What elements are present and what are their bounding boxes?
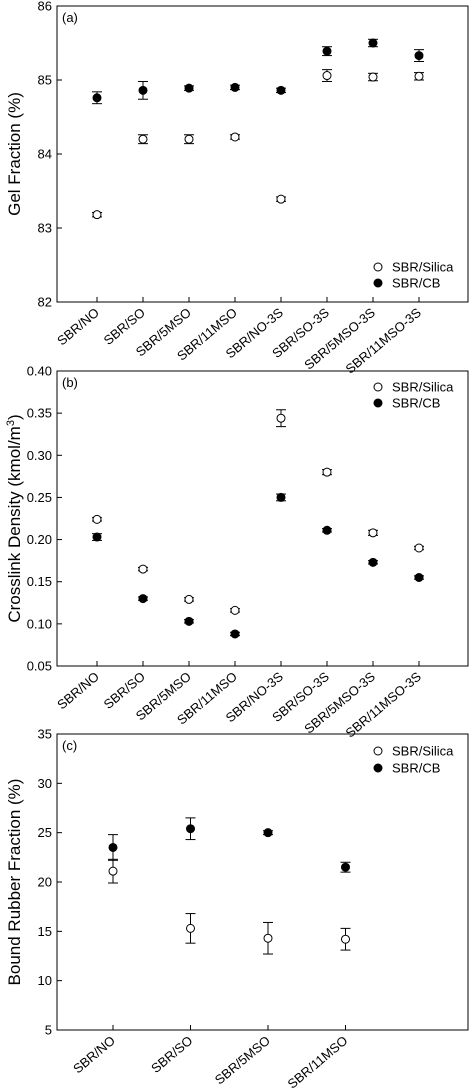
data-point-sbr-cb <box>108 842 118 852</box>
y-tick-label: 20 <box>38 875 52 890</box>
y-axis-title-end: ) <box>5 414 24 420</box>
data-point-sbr-cb <box>276 492 286 502</box>
y-tick-label: 0.05 <box>27 659 52 674</box>
y-tick-label: 25 <box>38 825 52 840</box>
legend-marker <box>373 398 383 408</box>
data-point-sbr-cb <box>230 82 240 92</box>
y-tick-label: 85 <box>38 73 52 88</box>
data-point-sbr-cb <box>138 594 148 604</box>
data-point-sbr-silica <box>322 467 332 477</box>
data-point-sbr-silica <box>414 543 424 553</box>
legend-label: SBR/Silica <box>392 260 454 275</box>
data-point-sbr-cb <box>184 616 194 626</box>
x-tick-label: SBR/5MSO <box>212 1033 273 1088</box>
y-tick-label: 5 <box>45 1023 52 1038</box>
y-tick-label: 0.35 <box>27 406 52 421</box>
x-tick-label: SBR/NO <box>54 305 102 349</box>
y-tick-label: 82 <box>38 295 52 310</box>
y-axis-title-text: Crosslink Density (kmol/m <box>5 426 24 622</box>
y-axis-title-sup: 3 <box>5 420 17 426</box>
data-point-sbr-silica <box>92 210 102 220</box>
chart-panel-3: 5 10 15 20 25 30 35 SBR/NO SBR/SO SBR/5MSO SBR/11M… <box>5 727 469 1090</box>
y-axis-title-text: Gel Fraction (%) <box>5 92 24 216</box>
data-point-sbr-silica <box>414 71 424 81</box>
data-point-sbr-silica <box>322 71 332 81</box>
data-point-sbr-silica <box>138 134 148 144</box>
data-point-sbr-silica <box>276 194 286 204</box>
y-axis-title: Crosslink Density (kmol/m3) <box>5 414 24 622</box>
y-tick-label: 15 <box>38 924 52 939</box>
y-tick-label: 30 <box>38 776 52 791</box>
panel-label: (c) <box>62 738 77 753</box>
data-point-sbr-cb <box>414 573 424 582</box>
legend-marker <box>373 262 383 272</box>
data-point-sbr-silica <box>108 866 118 876</box>
plot-frame <box>56 370 469 667</box>
y-axis-title-text: Bound Rubber Fraction (%) <box>5 779 24 986</box>
data-point-sbr-cb <box>263 828 273 838</box>
data-point-sbr-cb <box>322 525 332 535</box>
chart-panel-2: 0.05 0.10 0.15 0.20 0.25 0.30 0.35 0.40 SBR/NO SB… <box>5 364 469 741</box>
data-point-sbr-cb <box>138 85 148 95</box>
y-tick-label: 0.40 <box>27 364 52 379</box>
data-point-sbr-cb <box>186 824 195 834</box>
legend-marker <box>373 746 383 756</box>
legend-label: SBR/CB <box>392 276 440 291</box>
y-tick-label: 35 <box>38 727 52 742</box>
x-tick-label: SBR/NO <box>54 669 102 713</box>
legend-marker <box>373 763 383 773</box>
data-point-sbr-cb <box>414 51 424 61</box>
data-point-sbr-cb <box>322 46 332 56</box>
panel-label: (b) <box>62 375 78 390</box>
data-point-sbr-cb <box>184 83 194 93</box>
data-point-sbr-cb <box>92 93 102 103</box>
data-point-sbr-silica <box>184 134 194 144</box>
y-tick-label: 0.30 <box>27 448 52 463</box>
panel-label: (a) <box>62 10 78 25</box>
y-tick-label: 84 <box>38 147 52 162</box>
legend: SBR/Silica SBR/CB <box>373 744 454 776</box>
data-point-sbr-cb <box>92 532 102 542</box>
data-point-sbr-cb <box>368 557 378 567</box>
legend-marker <box>373 278 383 288</box>
x-tick-label: SBR/NO <box>70 1033 118 1077</box>
data-point-sbr-cb <box>276 85 286 95</box>
y-tick-label: 83 <box>38 221 52 236</box>
data-point-sbr-silica <box>186 923 195 933</box>
data-point-sbr-cb <box>368 38 378 48</box>
data-point-sbr-silica <box>276 413 286 423</box>
legend-label: SBR/Silica <box>392 380 454 395</box>
y-tick-label: 0.20 <box>27 532 52 547</box>
data-point-sbr-silica <box>263 933 273 943</box>
plot-frame <box>56 5 469 303</box>
data-point-sbr-cb <box>230 629 240 639</box>
data-point-sbr-cb <box>341 862 350 872</box>
data-point-sbr-silica <box>230 605 240 615</box>
legend-label: SBR/CB <box>392 761 440 776</box>
y-axis-title: Gel Fraction (%) <box>5 92 24 216</box>
chart-panel-1: 8283848586SBR/NOSBR/SOSBR/5MSOSBR/11MSOS… <box>5 0 469 377</box>
data-point-sbr-silica <box>368 528 378 538</box>
legend-marker <box>373 382 383 392</box>
legend-label: SBR/CB <box>392 396 440 411</box>
y-axis-title: Bound Rubber Fraction (%) <box>5 779 24 986</box>
legend-label: SBR/Silica <box>392 744 454 759</box>
data-point-sbr-silica <box>341 934 350 944</box>
data-point-sbr-silica <box>92 514 102 524</box>
y-tick-label: 86 <box>38 0 52 14</box>
plot-frame <box>56 733 469 1031</box>
data-point-sbr-silica <box>368 72 378 82</box>
y-tick-label: 0.25 <box>27 490 52 505</box>
data-point-sbr-silica <box>138 564 148 574</box>
y-tick-label: 10 <box>38 973 52 988</box>
x-tick-label: SBR/SO <box>148 1033 195 1076</box>
y-tick-label: 0.15 <box>27 574 52 589</box>
x-tick-label: SBR/11MSO <box>285 1033 351 1090</box>
y-tick-label: 0.10 <box>27 616 52 631</box>
data-point-sbr-silica <box>184 594 194 604</box>
data-point-sbr-silica <box>230 132 240 142</box>
